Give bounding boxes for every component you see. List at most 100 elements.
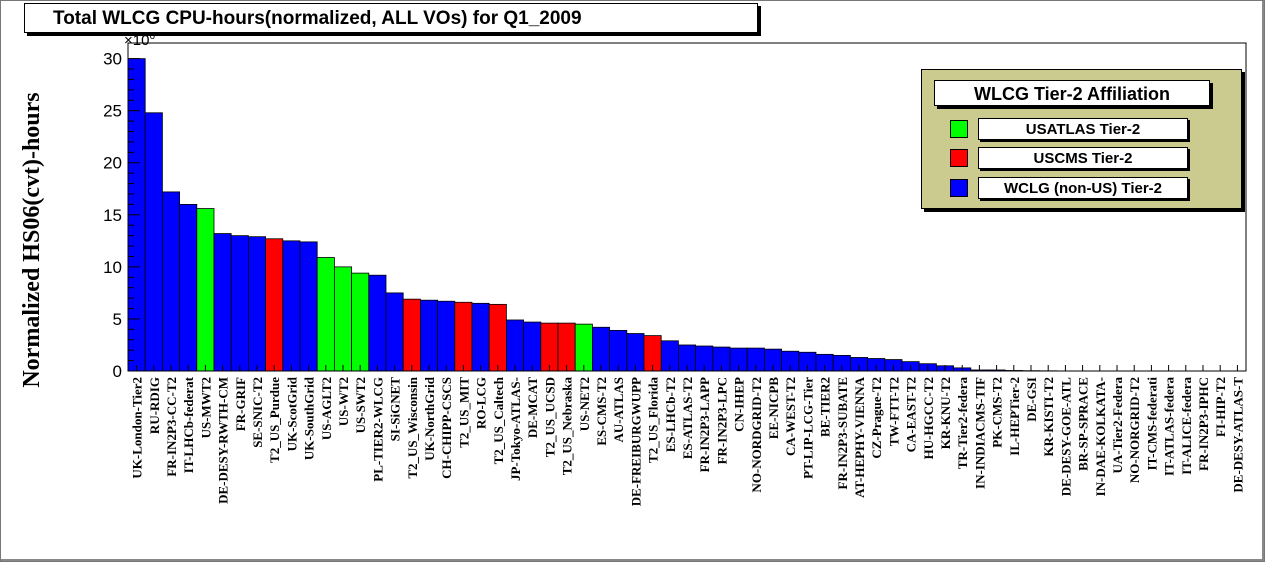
x-tick-label: CA-WEST-T2	[783, 377, 798, 456]
x-tick-label: CH-CHIPP-CSCS	[439, 377, 454, 479]
x-tick-label: US-AGLT2	[319, 377, 334, 440]
x-tick-label: FR-GRIF	[233, 377, 248, 431]
x-tick-label: UK-NorthGrid	[422, 376, 437, 461]
x-tick-label: UK-London-Tier2	[130, 377, 145, 479]
bar-T2_US_MIT	[455, 302, 472, 371]
y-tick-label: 25	[103, 102, 122, 121]
x-tick-label: T2_US_Florida	[646, 377, 661, 463]
x-tick-label: FI-HIP-T2	[1213, 377, 1228, 437]
y-tick-label: 5	[113, 310, 122, 329]
bar-T2_US_Caltech	[489, 304, 506, 371]
bar-PL-TIER2-WLCG	[369, 275, 386, 371]
bar-FR-IN2P3-CC-T2	[162, 192, 179, 371]
bar-T2_US_Nebraska	[558, 323, 575, 371]
x-tick-label: US-SWT2	[353, 377, 368, 433]
x-tick-label: NO-NORDGRID-T2	[749, 377, 764, 493]
x-tick-label: DE-DESY-GOE-ATL	[1058, 377, 1073, 497]
bar-FR-GRIF	[231, 236, 248, 371]
x-tick-label: AT-HEPHY-VIENNA	[852, 376, 867, 497]
x-tick-label: PK-CMS-T2	[990, 377, 1005, 448]
x-tick-label: DE-GSI	[1024, 377, 1039, 422]
x-tick-label: DE-FREIBURGWUPP	[628, 377, 643, 506]
bar-UK-NorthGrid	[420, 300, 437, 371]
x-tick-label: TR-Tier2-federa	[955, 377, 970, 470]
x-tick-label: T2_US_Caltech	[491, 376, 506, 464]
x-tick-label: FR-IN2P3-SUBATE	[835, 377, 850, 489]
x-tick-label: UA-Tier2-Federa	[1110, 377, 1125, 474]
bar-UK-ScotGrid	[283, 241, 300, 371]
x-tick-label: DE-DESY-RWTH-CM	[216, 377, 231, 504]
legend: WLCG Tier-2 Affiliation USATLAS Tier-2 U…	[921, 69, 1242, 209]
bar-SI-SiGNET	[386, 293, 403, 371]
bar-T2_US_Purdue	[266, 239, 283, 371]
x-tick-label: CA-EAST-T2	[904, 377, 919, 452]
bar-US-MWT2	[197, 209, 214, 371]
x-tick-label: T2_US_Nebraska	[560, 377, 575, 476]
x-tick-label: RO-LCG	[474, 377, 489, 429]
legend-item-wclg: WCLG (non-US) Tier-2	[950, 177, 1190, 201]
legend-swatch-uscms	[950, 149, 968, 167]
x-tick-label: PL-TIER2-WLCG	[370, 377, 385, 482]
bar-T2_US_UCSD	[541, 323, 558, 371]
x-tick-label: AU-ATLAS	[611, 377, 626, 443]
x-tick-label: UK-ScotGrid	[284, 376, 299, 451]
x-tick-label: KR-KNU-T2	[938, 377, 953, 449]
x-tick-label: IN-INDIACMS-TIF	[972, 377, 987, 489]
x-tick-label: IN-DAE-KOLKATA-	[1093, 377, 1108, 496]
x-tick-label: ES-ATLAS-T2	[680, 377, 695, 459]
x-tick-label: SE-SNIC-T2	[250, 377, 265, 448]
x-tick-label: JP-Tokyo-ATLAS-	[508, 377, 523, 481]
bar-ES-CMS-T2	[592, 327, 609, 371]
x-tick-label: US-WT2	[336, 377, 351, 426]
legend-label-uscms: USCMS Tier-2	[978, 147, 1188, 169]
bar-RU-RDIG	[145, 113, 162, 371]
x-tick-label: IT-LHCb-federat	[181, 376, 196, 473]
legend-item-uscms: USCMS Tier-2	[950, 147, 1190, 171]
x-tick-label: IT-ALICE-federa	[1179, 377, 1194, 475]
bar-DE-DESY-RWTH-CM	[214, 234, 231, 371]
x-tick-label: IT-ATLAS-federa	[1162, 377, 1177, 476]
legend-swatch-wclg	[950, 179, 968, 197]
bar-DE-MCAT	[524, 322, 541, 371]
x-tick-label: RU-RDIG	[147, 377, 162, 434]
chart-title: Total WLCG CPU-hours(normalized, ALL VOs…	[24, 3, 758, 33]
x-tick-label: UK-SouthGrid	[302, 376, 317, 460]
x-tick-label: ES-LHCb-T2	[663, 377, 678, 452]
y-tick-label: 10	[103, 258, 122, 277]
legend-item-usatlas: USATLAS Tier-2	[950, 118, 1190, 142]
x-tick-label: EE-NICPB	[766, 377, 781, 439]
x-tick-label: DE-MCAT	[525, 377, 540, 438]
x-tick-label: FR-IN2P3-IPHC	[1196, 377, 1211, 471]
y-tick-label: 20	[103, 154, 122, 173]
x-tick-label: IT-CMS-federati	[1144, 377, 1159, 471]
x-tick-label: CZ-Prague-T2	[869, 377, 884, 459]
bar-JP-Tokyo-ATLAS-	[506, 320, 523, 371]
bar-AU-ATLAS	[610, 330, 627, 371]
y-tick-label: 0	[113, 362, 122, 381]
x-tick-label: FR-IN2P3-CC-T2	[164, 377, 179, 477]
x-tick-label: T2_US_UCSD	[542, 377, 557, 457]
x-tick-label: FR-IN2P3-LAPP	[697, 377, 712, 472]
bar-US-AGLT2	[317, 258, 334, 372]
x-tick-label: ES-CMS-T2	[594, 377, 609, 446]
x-tick-label: TW-FTT-T2	[886, 377, 901, 446]
x-tick-label: SI-SiGNET	[388, 377, 403, 442]
bar-IT-LHCb-federat	[180, 204, 197, 371]
bar-US-NET2	[575, 324, 592, 371]
bar-RO-LCG	[472, 303, 489, 371]
bar-US-WT2	[334, 267, 351, 371]
x-tick-label: HU-HGCC-T2	[921, 377, 936, 459]
x-tick-label: NO-NORGRID-T2	[1127, 377, 1142, 483]
x-tick-label: BE-TIER2	[818, 377, 833, 437]
bar-T2_US_Wisconsin	[403, 299, 420, 371]
x-tick-label: IL-HEPTier-2	[1007, 377, 1022, 456]
y-tick-label: 30	[103, 50, 122, 69]
legend-title: WLCG Tier-2 Affiliation	[934, 80, 1210, 106]
x-tick-label: T2_US_MIT	[456, 377, 471, 448]
x-tick-label: US-NET2	[577, 377, 592, 431]
x-tick-label: KR-KISTI-T2	[1041, 377, 1056, 456]
x-tick-label: CN-IHEP	[732, 377, 747, 432]
bar-CH-CHIPP-CSCS	[438, 301, 455, 371]
